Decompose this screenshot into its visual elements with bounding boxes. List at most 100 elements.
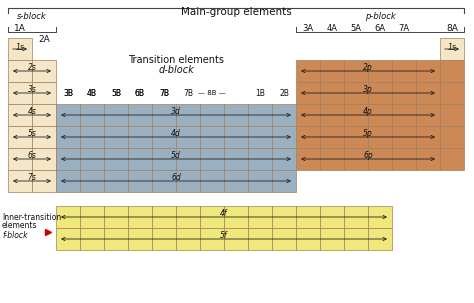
Text: 3B: 3B [63,88,73,98]
Text: p-block: p-block [365,12,395,21]
Bar [392,148,416,170]
Bar [104,104,128,126]
Text: f-block: f-block [2,231,27,239]
Bar [8,170,32,192]
Bar [296,148,320,170]
Bar [440,104,464,126]
Text: Inner-transition: Inner-transition [2,212,61,221]
Bar [224,126,248,148]
Bar [416,60,440,82]
Bar [128,104,152,126]
Bar [416,126,440,148]
Text: Main-group elements: Main-group elements [181,7,292,17]
Bar [272,148,296,170]
Text: 6p: 6p [363,152,373,161]
Bar [368,148,392,170]
Text: 6B: 6B [135,88,145,98]
Bar [440,126,464,148]
Bar [128,148,152,170]
Bar [200,104,224,126]
Bar [80,148,104,170]
Bar [8,38,32,60]
Bar [80,228,104,250]
Bar [368,60,392,82]
Bar [392,82,416,104]
Bar [80,104,104,126]
Bar [344,82,368,104]
Bar [344,206,368,228]
Bar [224,228,248,250]
Text: 6d: 6d [171,174,181,182]
Bar [152,228,176,250]
Bar [200,148,224,170]
Text: 3s: 3s [27,85,36,95]
Bar [320,104,344,126]
Text: 5B: 5B [111,88,121,98]
Bar [152,148,176,170]
Bar [32,82,56,104]
Bar [200,206,224,228]
Bar [320,60,344,82]
Bar [440,60,464,82]
Bar [80,170,104,192]
Text: 3d: 3d [171,108,181,116]
Bar [368,82,392,104]
Text: 6A: 6A [374,24,385,33]
Text: elements: elements [2,221,37,231]
Bar [416,82,440,104]
Bar [248,170,272,192]
Bar [152,170,176,192]
Bar [104,170,128,192]
Bar [248,206,272,228]
Bar [176,126,200,148]
Text: 2A: 2A [38,35,50,44]
Text: 1s: 1s [447,42,456,52]
Text: d-block: d-block [158,65,194,75]
Bar [104,148,128,170]
Bar [128,126,152,148]
Bar [440,82,464,104]
Bar [320,206,344,228]
Bar [200,228,224,250]
Text: 5f: 5f [220,231,228,241]
Bar [368,206,392,228]
Bar [80,206,104,228]
Bar [176,170,200,192]
Bar [56,126,80,148]
Bar [224,104,248,126]
Bar [344,148,368,170]
Bar [8,126,32,148]
Bar [440,148,464,170]
Bar [176,104,200,126]
Bar [344,228,368,250]
Text: 7B: 7B [183,88,193,98]
Bar [200,126,224,148]
Text: 4d: 4d [171,129,181,138]
Text: 3A: 3A [302,24,314,33]
Bar [368,126,392,148]
Bar [344,104,368,126]
Bar [152,206,176,228]
Bar [416,148,440,170]
Bar [392,104,416,126]
Bar [56,104,80,126]
Bar [104,228,128,250]
Text: 2p: 2p [363,64,373,72]
Bar [8,82,32,104]
Text: 4s: 4s [27,108,36,116]
Text: 7s: 7s [27,174,36,182]
Bar [440,38,464,60]
Bar [56,228,80,250]
Bar [80,126,104,148]
Bar [152,126,176,148]
Bar [296,104,320,126]
Text: — 8B —: — 8B — [198,90,226,96]
Text: 6B: 6B [135,88,145,98]
Text: 4B: 4B [87,88,97,98]
Text: s-block: s-block [17,12,47,21]
Bar [8,148,32,170]
Bar [272,126,296,148]
Text: 6s: 6s [27,152,36,161]
Bar [320,82,344,104]
Text: 7B: 7B [159,88,169,98]
